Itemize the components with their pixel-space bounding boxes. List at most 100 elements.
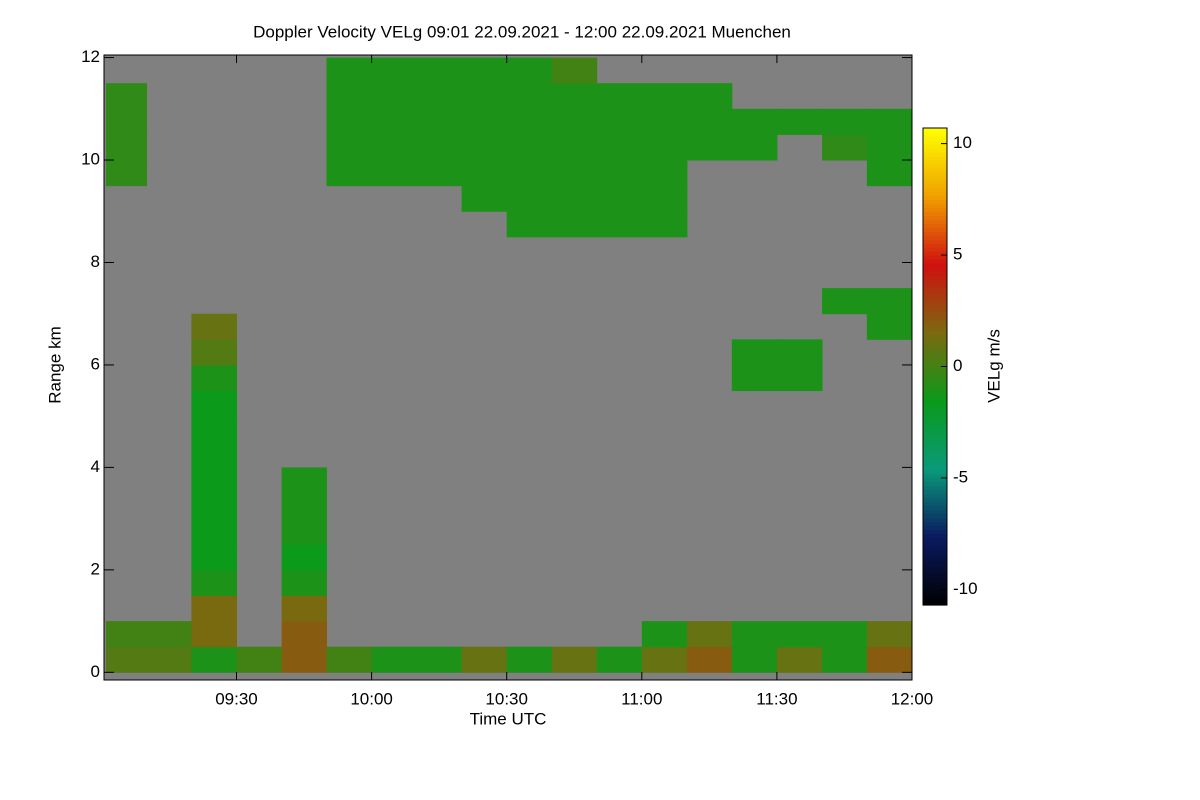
- heatmap-cell: [106, 621, 148, 648]
- heatmap-cell: [191, 646, 238, 673]
- colorbar-label: VELg m/s: [984, 329, 1003, 403]
- heatmap-cell: [776, 621, 823, 648]
- colorbar-segment: [923, 151, 947, 157]
- colorbar-segment: [923, 203, 947, 209]
- y-tick-label: 4: [91, 457, 100, 476]
- heatmap-cell: [281, 518, 327, 545]
- heatmap-cell: [596, 83, 643, 110]
- heatmap-cell: [281, 467, 327, 494]
- heatmap-cell: [191, 467, 238, 494]
- heatmap-cell: [326, 646, 373, 673]
- x-tick-label: 10:30: [485, 689, 528, 708]
- heatmap-cell: [461, 57, 508, 84]
- heatmap-cell: [776, 108, 823, 135]
- heatmap-cell: [822, 134, 868, 161]
- colorbar-segment: [923, 159, 947, 165]
- heatmap-cell: [641, 134, 688, 161]
- colorbar-segment: [923, 406, 947, 411]
- heatmap-cell: [191, 544, 238, 571]
- heatmap-cell: [191, 441, 238, 468]
- colorbar-segment: [923, 533, 947, 539]
- heatmap-cell: [461, 185, 508, 212]
- heatmap-cell: [551, 108, 598, 135]
- heatmap-cell: [641, 83, 688, 110]
- heatmap-cell: [641, 621, 688, 648]
- colorbar-segment: [923, 589, 947, 594]
- heatmap-cell: [416, 160, 463, 187]
- colorbar-segment: [923, 207, 947, 213]
- colorbar-segment: [923, 215, 947, 221]
- colorbar-segment: [923, 394, 947, 399]
- y-tick-label: 2: [91, 559, 100, 578]
- colorbar-segment: [923, 561, 947, 566]
- heatmap-cell: [106, 83, 148, 110]
- heatmap-cell: [506, 108, 553, 135]
- colorbar-segment: [923, 183, 947, 189]
- heatmap-cell: [776, 646, 823, 673]
- heatmap-cell: [191, 313, 238, 340]
- colorbar-segment: [923, 553, 947, 558]
- colorbar-segment: [923, 298, 947, 304]
- colorbar-segment: [923, 473, 947, 479]
- colorbar-tick-label: 10: [953, 133, 972, 152]
- colorbar-segment: [923, 489, 947, 495]
- colorbar-segment: [923, 187, 947, 193]
- colorbar-tick-label: 0: [953, 356, 962, 375]
- colorbar-segment: [923, 171, 947, 177]
- colorbar-segment: [923, 386, 947, 391]
- heatmap-cell: [551, 185, 598, 212]
- colorbar-segment: [923, 275, 947, 280]
- colorbar-segment: [923, 601, 947, 606]
- heatmap-cell: [281, 595, 327, 622]
- heatmap-cell: [731, 134, 778, 161]
- colorbar-segment: [923, 549, 947, 554]
- heatmap-cell: [596, 185, 643, 212]
- colorbar-tick-label: -10: [953, 579, 978, 598]
- heatmap-cell: [506, 211, 553, 238]
- heatmap-cell: [596, 211, 643, 238]
- colorbar-segment: [923, 179, 947, 185]
- colorbar-segment: [923, 529, 947, 535]
- heatmap-cell: [866, 313, 913, 340]
- heatmap-cell: [416, 646, 463, 673]
- heatmap-cell: [281, 621, 327, 648]
- colorbar-segment: [923, 143, 947, 149]
- x-tick-label: 09:30: [215, 689, 258, 708]
- colorbar-segment: [923, 521, 947, 527]
- colorbar-segment: [923, 565, 947, 570]
- heatmap-cell: [281, 493, 327, 520]
- colorbar-segment: [923, 318, 947, 324]
- colorbar-segment: [923, 418, 947, 423]
- colorbar-segment: [923, 593, 947, 598]
- heatmap-cell: [506, 160, 553, 187]
- colorbar-segment: [923, 493, 947, 499]
- heatmap-cell: [191, 390, 238, 417]
- y-axis-label: Range km: [45, 326, 64, 403]
- colorbar-segment: [923, 322, 947, 328]
- plot-frame: [103, 54, 913, 681]
- y-tick-label: 0: [91, 662, 100, 681]
- colorbar-segment: [923, 513, 947, 519]
- colorbar-segment: [923, 231, 947, 236]
- x-tick-label: 11:30: [756, 689, 797, 708]
- colorbar-segment: [923, 223, 947, 228]
- colorbar-segment: [923, 346, 947, 352]
- colorbar-segment: [923, 442, 947, 447]
- colorbar-segment: [923, 453, 947, 459]
- colorbar-segment: [923, 573, 947, 578]
- heatmap-cell: [326, 108, 373, 135]
- colorbar-segment: [923, 430, 947, 435]
- heatmap-cell: [326, 57, 373, 84]
- heatmap-cell: [416, 108, 463, 135]
- colorbar-segment: [923, 501, 947, 507]
- heatmap-cell: [191, 364, 238, 392]
- heatmap-cell: [416, 134, 463, 161]
- heatmap-cell: [551, 646, 598, 673]
- heatmap-cell: [686, 646, 733, 673]
- heatmap-cell: [822, 646, 868, 673]
- colorbar-segment: [923, 191, 947, 197]
- colorbar-segment: [923, 342, 947, 348]
- heatmap-cell: [191, 621, 238, 648]
- heatmap-cell: [371, 57, 418, 84]
- colorbar-segment: [923, 302, 947, 308]
